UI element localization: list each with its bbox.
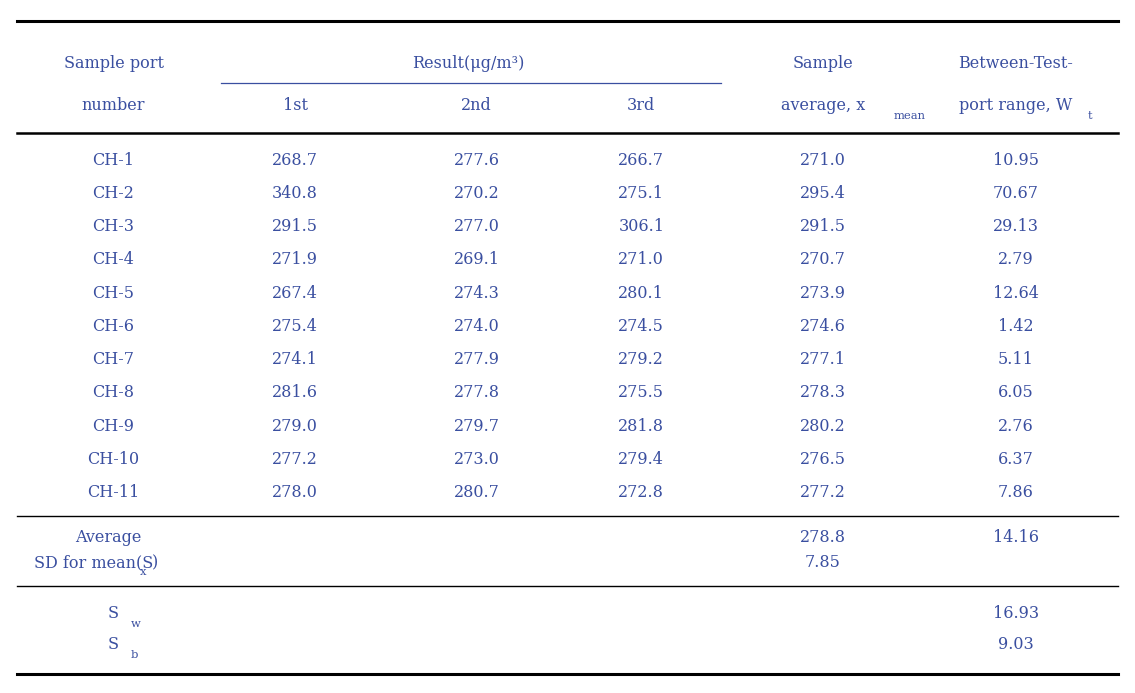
Text: 270.7: 270.7 <box>800 252 846 268</box>
Text: 2.79: 2.79 <box>998 252 1034 268</box>
Text: 273.0: 273.0 <box>454 451 499 468</box>
Text: CH-5: CH-5 <box>92 285 135 301</box>
Text: 267.4: 267.4 <box>272 285 318 301</box>
Text: 270.2: 270.2 <box>454 185 499 202</box>
Text: 2.76: 2.76 <box>998 418 1034 435</box>
Text: Between-Test-: Between-Test- <box>958 55 1074 72</box>
Text: 271.9: 271.9 <box>272 252 318 268</box>
Text: Average: Average <box>75 529 141 545</box>
Text: 7.85: 7.85 <box>805 554 841 571</box>
Text: 5.11: 5.11 <box>998 351 1034 368</box>
Text: 14.16: 14.16 <box>993 529 1039 545</box>
Text: b: b <box>131 650 137 660</box>
Text: 7.86: 7.86 <box>998 484 1034 501</box>
Text: 277.6: 277.6 <box>454 152 499 168</box>
Text: mean: mean <box>893 111 925 121</box>
Text: 280.1: 280.1 <box>619 285 664 301</box>
Text: 6.05: 6.05 <box>998 385 1034 401</box>
Text: t: t <box>1087 111 1092 121</box>
Text: 276.5: 276.5 <box>800 451 846 468</box>
Text: 280.7: 280.7 <box>454 484 499 501</box>
Text: 271.0: 271.0 <box>619 252 664 268</box>
Text: 278.0: 278.0 <box>272 484 318 501</box>
Text: 274.5: 274.5 <box>619 318 664 335</box>
Text: CH-11: CH-11 <box>87 484 140 501</box>
Text: CH-2: CH-2 <box>93 185 134 202</box>
Text: CH-9: CH-9 <box>92 418 135 435</box>
Text: 277.1: 277.1 <box>800 351 846 368</box>
Text: CH-4: CH-4 <box>93 252 134 268</box>
Text: 272.8: 272.8 <box>619 484 664 501</box>
Text: ): ) <box>152 554 158 571</box>
Text: 6.37: 6.37 <box>998 451 1034 468</box>
Text: S: S <box>108 636 119 653</box>
Text: 273.9: 273.9 <box>800 285 846 301</box>
Text: CH-6: CH-6 <box>92 318 135 335</box>
Text: 275.4: 275.4 <box>272 318 318 335</box>
Text: 269.1: 269.1 <box>454 252 499 268</box>
Text: 340.8: 340.8 <box>272 185 318 202</box>
Text: CH-1: CH-1 <box>92 152 135 168</box>
Text: 281.6: 281.6 <box>272 385 318 401</box>
Text: x: x <box>141 567 146 577</box>
Text: 278.3: 278.3 <box>800 385 846 401</box>
Text: 268.7: 268.7 <box>272 152 318 168</box>
Text: Sample: Sample <box>792 55 854 72</box>
Text: 274.6: 274.6 <box>800 318 846 335</box>
Text: 281.8: 281.8 <box>619 418 664 435</box>
Text: 70.67: 70.67 <box>993 185 1039 202</box>
Text: 277.0: 277.0 <box>454 218 499 235</box>
Text: SD for mean(S: SD for mean(S <box>34 554 153 571</box>
Text: 29.13: 29.13 <box>993 218 1039 235</box>
Text: 279.0: 279.0 <box>272 418 318 435</box>
Text: 274.3: 274.3 <box>454 285 499 301</box>
Text: w: w <box>131 619 141 629</box>
Text: 279.7: 279.7 <box>454 418 499 435</box>
Text: 306.1: 306.1 <box>619 218 664 235</box>
Text: 1st: 1st <box>283 97 308 114</box>
Text: 266.7: 266.7 <box>619 152 664 168</box>
Text: 3rd: 3rd <box>628 97 655 114</box>
Text: 277.2: 277.2 <box>800 484 846 501</box>
Text: 274.1: 274.1 <box>272 351 318 368</box>
Text: 277.9: 277.9 <box>454 351 499 368</box>
Text: 291.5: 291.5 <box>800 218 846 235</box>
Text: 291.5: 291.5 <box>272 218 318 235</box>
Text: CH-7: CH-7 <box>92 351 135 368</box>
Text: CH-8: CH-8 <box>92 385 135 401</box>
Text: port range, W: port range, W <box>959 97 1073 114</box>
Text: 277.2: 277.2 <box>272 451 318 468</box>
Text: 2nd: 2nd <box>461 97 493 114</box>
Text: 274.0: 274.0 <box>454 318 499 335</box>
Text: S: S <box>108 605 119 622</box>
Text: 279.4: 279.4 <box>619 451 664 468</box>
Text: 275.1: 275.1 <box>619 185 664 202</box>
Text: CH-10: CH-10 <box>87 451 140 468</box>
Text: 279.2: 279.2 <box>619 351 664 368</box>
Text: 12.64: 12.64 <box>993 285 1039 301</box>
Text: 275.5: 275.5 <box>619 385 664 401</box>
Text: 295.4: 295.4 <box>800 185 846 202</box>
Text: CH-3: CH-3 <box>92 218 135 235</box>
Text: 271.0: 271.0 <box>800 152 846 168</box>
Text: 278.8: 278.8 <box>800 529 846 545</box>
Text: Result(μg/m³): Result(μg/m³) <box>412 55 524 72</box>
Text: average, x: average, x <box>781 97 865 114</box>
Text: 280.2: 280.2 <box>800 418 846 435</box>
Text: 1.42: 1.42 <box>998 318 1034 335</box>
Text: 9.03: 9.03 <box>998 636 1034 653</box>
Text: 10.95: 10.95 <box>993 152 1039 168</box>
Text: 16.93: 16.93 <box>993 605 1039 622</box>
Text: Sample port: Sample port <box>64 55 163 72</box>
Text: number: number <box>82 97 145 114</box>
Text: 277.8: 277.8 <box>454 385 499 401</box>
